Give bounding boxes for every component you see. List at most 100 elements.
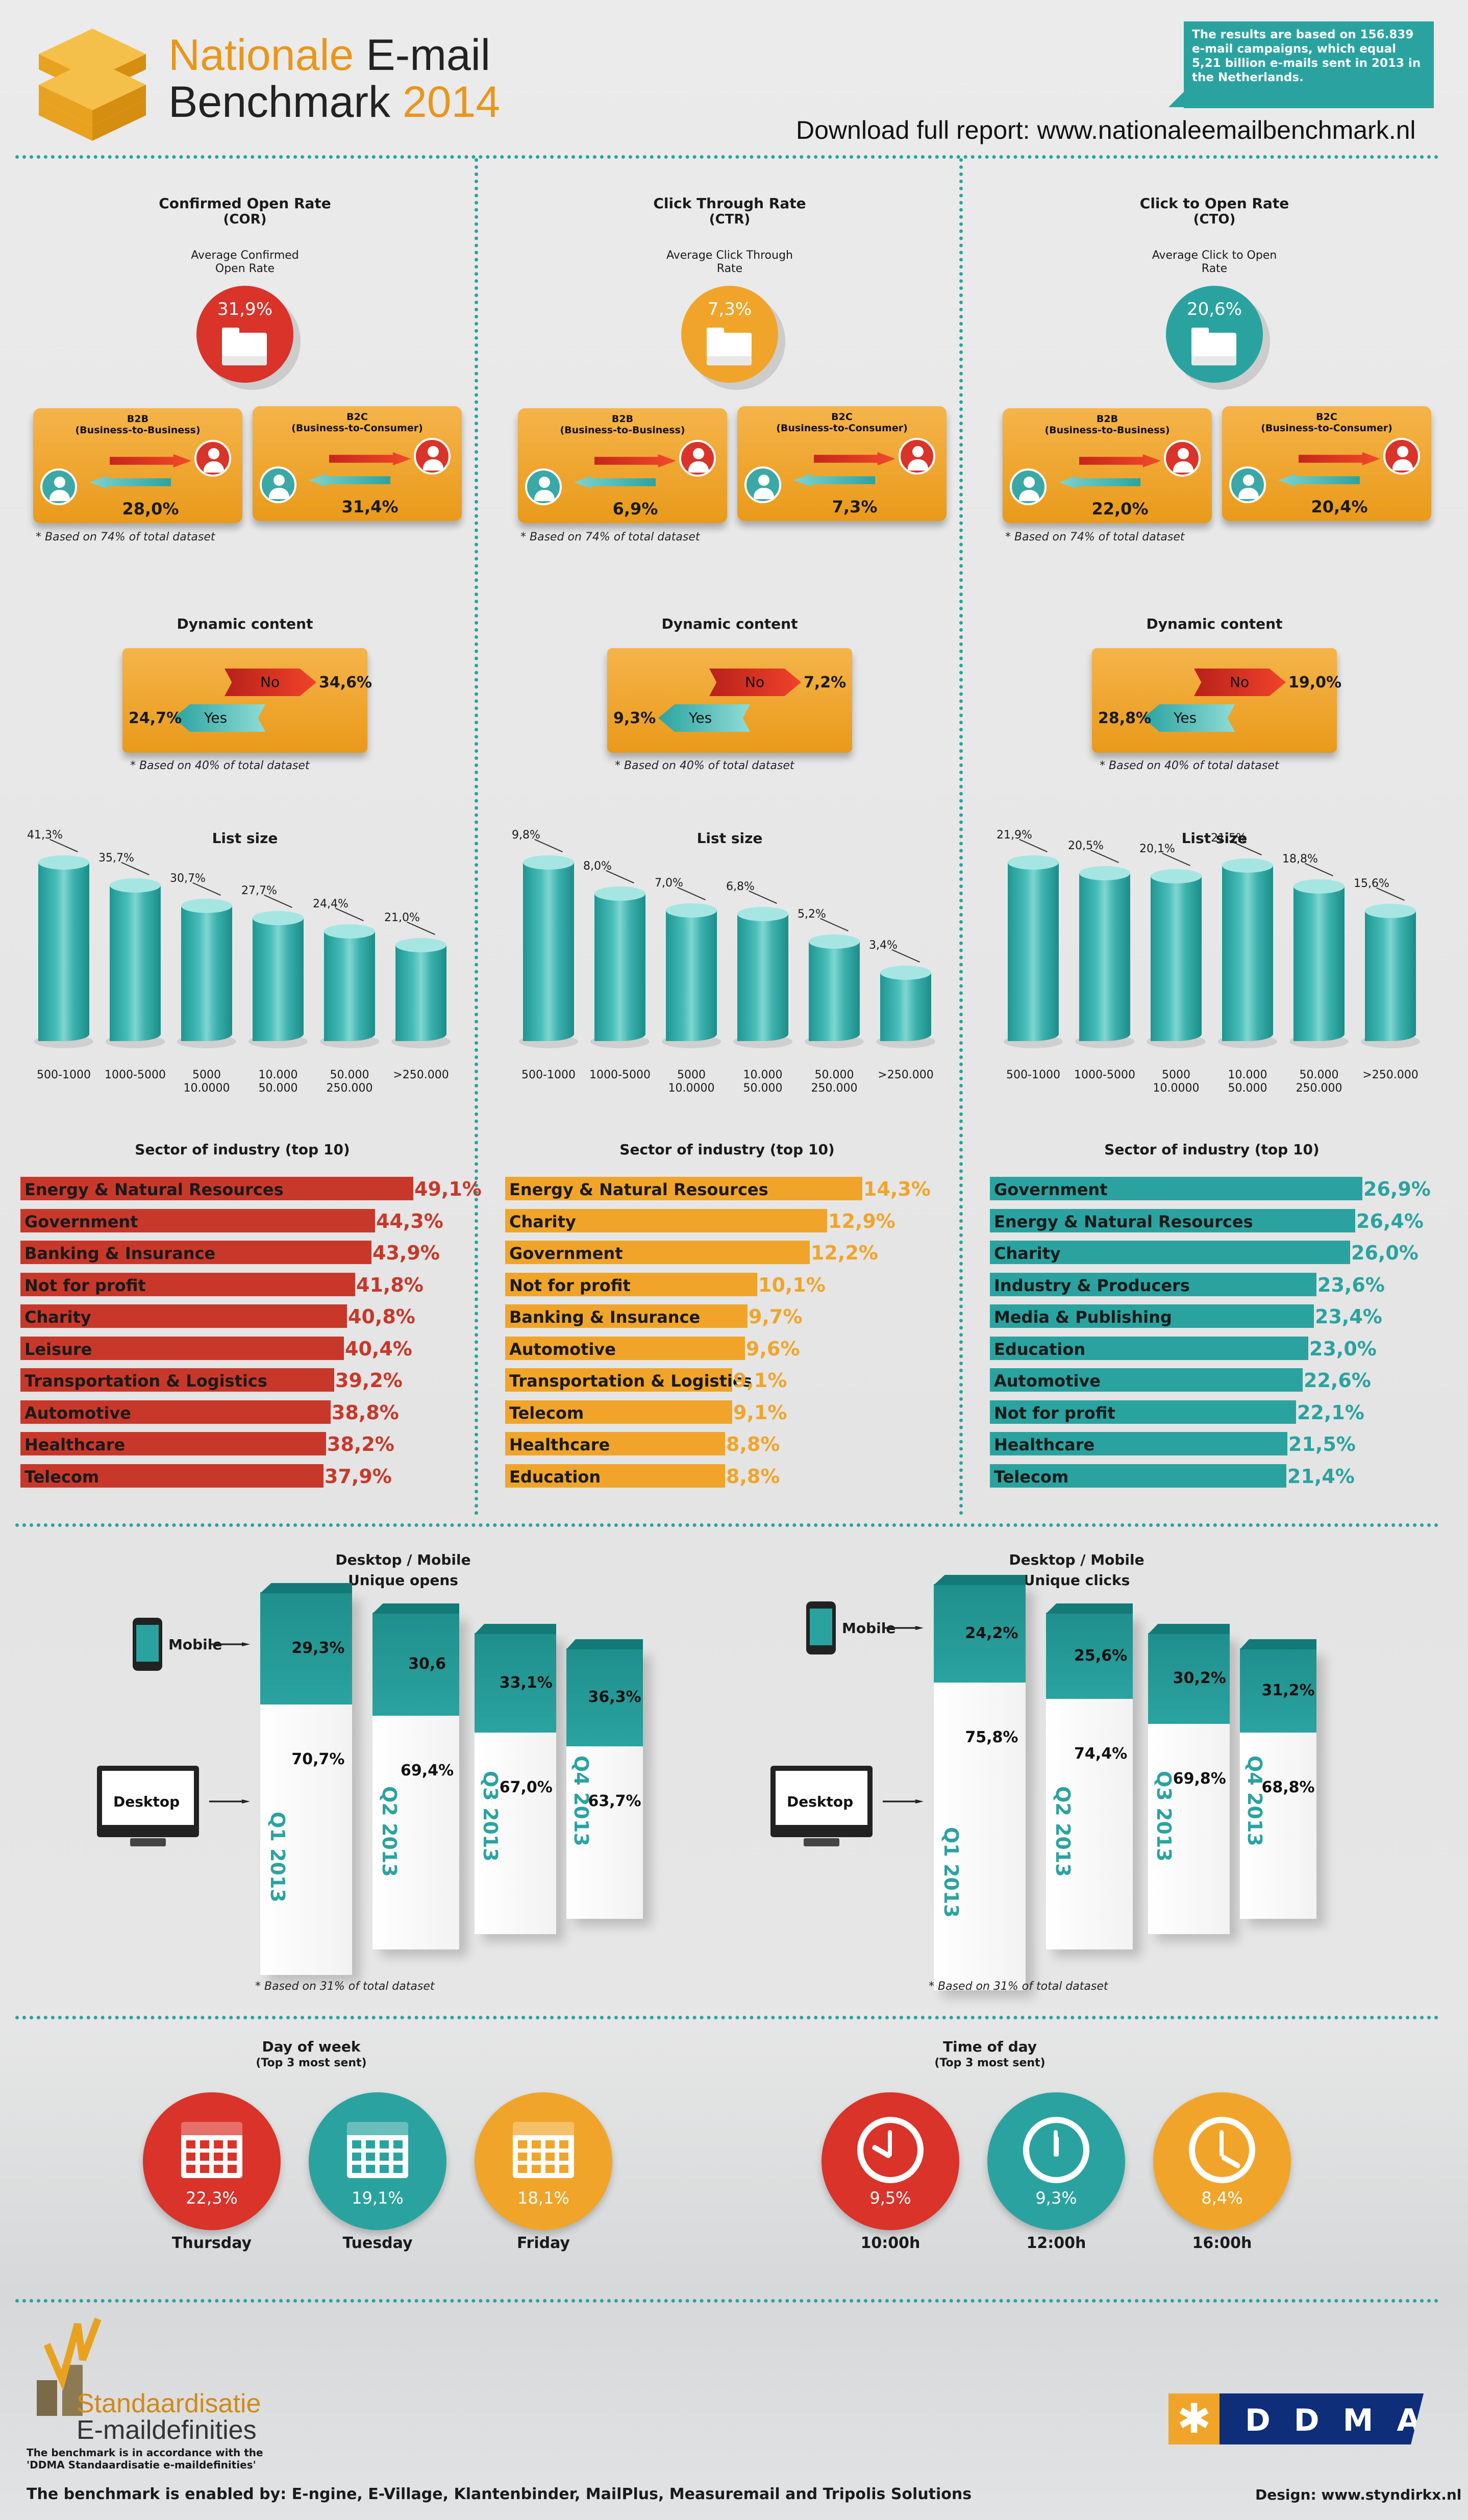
calendar-icon [513, 2122, 574, 2178]
no-value: 7,2% [804, 674, 847, 691]
calendar-cell [380, 2165, 389, 2173]
list-size-value: 8,0% [583, 860, 612, 873]
mobile-value: 36,3% [588, 1688, 641, 1706]
quarter-label: Q2 2013 [378, 1786, 401, 1877]
sector-row: Education 23,0% [990, 1336, 1434, 1360]
calendar-cell [366, 2140, 375, 2148]
monitor-stand [130, 1838, 166, 1846]
list-size-category: 50.000 250.000 [811, 1069, 858, 1095]
calendar-cell [228, 2140, 237, 2148]
average-label: Average Click Through Rate [666, 249, 793, 275]
device-note: * Based on 31% of total dataset [929, 1980, 1108, 1993]
list-size-leader [407, 921, 435, 935]
day-circle: 22,3% [143, 2092, 281, 2230]
calendar-cell [200, 2140, 209, 2148]
list-size-category: >250.000 [878, 1069, 934, 1081]
rate-note: * Based on 74% of total dataset [1005, 531, 1185, 543]
yes-ribbon [173, 704, 265, 732]
arrow-right-icon [594, 454, 676, 467]
sector-value: 12,2% [811, 1242, 878, 1264]
desktop-value: 63,7% [588, 1792, 641, 1810]
list-size-title: List size [1181, 830, 1248, 847]
device-subtitle: Unique clicks [1023, 1572, 1130, 1589]
sector-name: Not for profit [994, 1403, 1115, 1423]
day-label: Friday [516, 2234, 570, 2252]
no-label: No [260, 674, 280, 690]
b2b-card: B2B (Business-to-Business) 28,0% [33, 408, 242, 523]
mobile-phone-icon [806, 1601, 836, 1654]
average-value: 20,6% [1186, 299, 1242, 319]
list-size-value: 35,7% [98, 852, 134, 864]
list-size-leader [891, 949, 920, 963]
calendar-cell [214, 2140, 223, 2148]
list-size-leader [1090, 849, 1119, 863]
yes-value: 24,7% [129, 709, 182, 727]
list-size-value: 24,4% [313, 898, 349, 910]
mobile-phone-icon [133, 1618, 162, 1671]
download-link[interactable]: Download full report: www.nationaleemail… [796, 116, 1416, 144]
mobile-value: 33,1% [499, 1673, 553, 1692]
b2c-subtitle: (Business-to-Consumer) [291, 423, 423, 434]
quarter-label: Q1 2013 [266, 1812, 289, 1903]
sector-row: Telecom 37,9% [20, 1464, 464, 1488]
list-size-bar [395, 938, 446, 1041]
list-size-title: List size [696, 830, 763, 847]
rate-abbr: (CTO) [1193, 212, 1236, 227]
calendar-cell [532, 2165, 541, 2173]
sector-row: Banking & Insurance 43,9% [20, 1241, 464, 1264]
arrow-right-icon [110, 454, 191, 467]
sector-bar [990, 1177, 1362, 1200]
divider-footer [15, 2299, 1439, 2303]
rate-title: Click to Open Rate [1139, 195, 1289, 212]
dynamic-title: Dynamic content [661, 615, 798, 632]
sector-name: Healthcare [509, 1435, 610, 1454]
dynamic-card: No 34,6% Yes 24,7% [122, 648, 372, 753]
sector-name: Education [994, 1339, 1086, 1359]
sector-name: Telecom [509, 1403, 584, 1423]
sector-value: 21,5% [1288, 1433, 1356, 1455]
average-value: 31,9% [217, 299, 272, 319]
sector-row: Automotive 22,6% [990, 1368, 1434, 1392]
mobile-share-block [566, 1648, 643, 1746]
list-size-bar [324, 924, 375, 1041]
sector-name: Government [509, 1244, 623, 1263]
desktop-value: 75,8% [965, 1728, 1018, 1746]
sector-bar [505, 1464, 725, 1488]
time-circle: 8,4% [1153, 2092, 1291, 2230]
list-size-title: List size [212, 830, 278, 847]
list-size-category: >250.000 [1362, 1069, 1419, 1081]
desktop-share-block [475, 1733, 556, 1934]
calendar-cell [366, 2153, 375, 2161]
calendar-cell [559, 2153, 568, 2161]
sector-value: 26,4% [1356, 1209, 1424, 1232]
average-circle: 31,9% [196, 286, 293, 383]
desktop-value: 69,8% [1173, 1770, 1226, 1788]
arrow-left-icon [793, 474, 875, 487]
ddma-logo: ✱ DDMA [1168, 2393, 1424, 2444]
yes-value: 9,3% [613, 709, 656, 727]
time-label: 16:00h [1192, 2234, 1252, 2252]
rate-title: Click Through Rate [653, 195, 806, 212]
title-nationale: Nationale [168, 31, 354, 80]
sector-row: Banking & Insurance 9,7% [505, 1304, 949, 1328]
sector-row: Not for profit 22,1% [990, 1400, 1434, 1424]
mobile-share-top [475, 1624, 556, 1634]
sector-row: Telecom 21,4% [990, 1464, 1434, 1488]
sector-row: Transportation & Logistics 9,1% [505, 1368, 949, 1392]
sector-bar [990, 1400, 1296, 1424]
list-size-value: 5,2% [798, 908, 826, 921]
sector-value: 40,8% [348, 1305, 415, 1328]
device-subtitle: Unique opens [348, 1572, 458, 1589]
clock-icon [1023, 2117, 1089, 2183]
list-size-category: 50.000 250.000 [1296, 1069, 1342, 1095]
design-credit[interactable]: Design: www.styndirkx.nl [1255, 2486, 1462, 2503]
device-title: Desktop / Mobile [335, 1551, 471, 1568]
sector-name: Government [24, 1212, 138, 1231]
desktop-pointer [209, 1799, 250, 1803]
sector-value: 44,3% [376, 1209, 443, 1232]
info-box: The results are based on 156.839 e-mail … [1184, 21, 1434, 108]
day-value: 18,1% [517, 2188, 569, 2208]
sector-bar [990, 1464, 1286, 1488]
desktop-value: 67,0% [499, 1778, 553, 1796]
calendar-icon [347, 2122, 408, 2178]
